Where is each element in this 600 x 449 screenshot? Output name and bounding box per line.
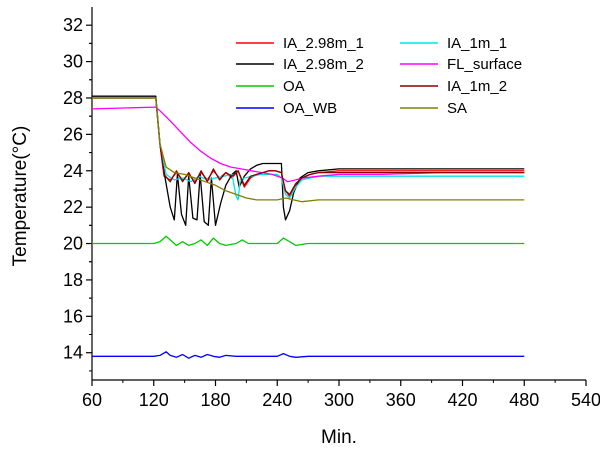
y-tick-label: 22 [63, 197, 83, 217]
y-tick-label: 30 [63, 52, 83, 72]
y-axis-title: Temperature(°C) [10, 126, 31, 267]
x-tick-label: 300 [324, 390, 354, 410]
series-line-oa [92, 235, 525, 247]
series-line-fl-surface [91, 106, 525, 183]
legend: IA_2.98m_1 IA_2.98m_2 OA OA_WB IA_1m_1 FL_sur… [236, 35, 522, 117]
y-tick-label: 24 [63, 161, 83, 181]
x-axis-title: Min. [321, 427, 357, 448]
x-tick-label: 180 [200, 390, 230, 410]
legend-label: OA [283, 78, 305, 95]
y-tick-label: 26 [63, 124, 83, 144]
x-tick-label: 120 [139, 390, 169, 410]
legend-label: FL_surface [447, 56, 522, 73]
series-line-sa [92, 97, 525, 203]
legend-label: IA_1m_2 [447, 78, 507, 95]
y-tick-label: 18 [63, 270, 83, 290]
x-tick-label: 60 [82, 390, 102, 410]
axes-layer: 60 120 180 240 300 360 420 480 540 14 16 18 20 22 24 26… [63, 15, 600, 410]
y-tick-label: 14 [63, 343, 83, 363]
series-line-ia-1m-1 [92, 97, 525, 201]
legend-label: IA_2.98m_2 [283, 56, 364, 73]
series-line-oa-wb [92, 351, 525, 359]
y-tick-label: 16 [63, 306, 83, 326]
series-line-ia-1m-2 [92, 97, 525, 196]
series-layer [91, 95, 525, 359]
legend-label: OA_WB [283, 100, 337, 117]
x-tick-label: 240 [262, 390, 292, 410]
y-tick-label: 28 [63, 88, 83, 108]
legend-label: SA [447, 100, 467, 117]
x-tick-label: 360 [386, 390, 416, 410]
x-tick-label: 420 [447, 390, 477, 410]
legend-label: IA_1m_1 [447, 35, 507, 52]
y-tick-label: 20 [63, 234, 83, 254]
y-tick-label: 32 [63, 15, 83, 35]
x-tick-label: 540 [571, 390, 600, 410]
x-tick-label: 480 [509, 390, 539, 410]
legend-label: IA_2.98m_1 [283, 35, 364, 52]
